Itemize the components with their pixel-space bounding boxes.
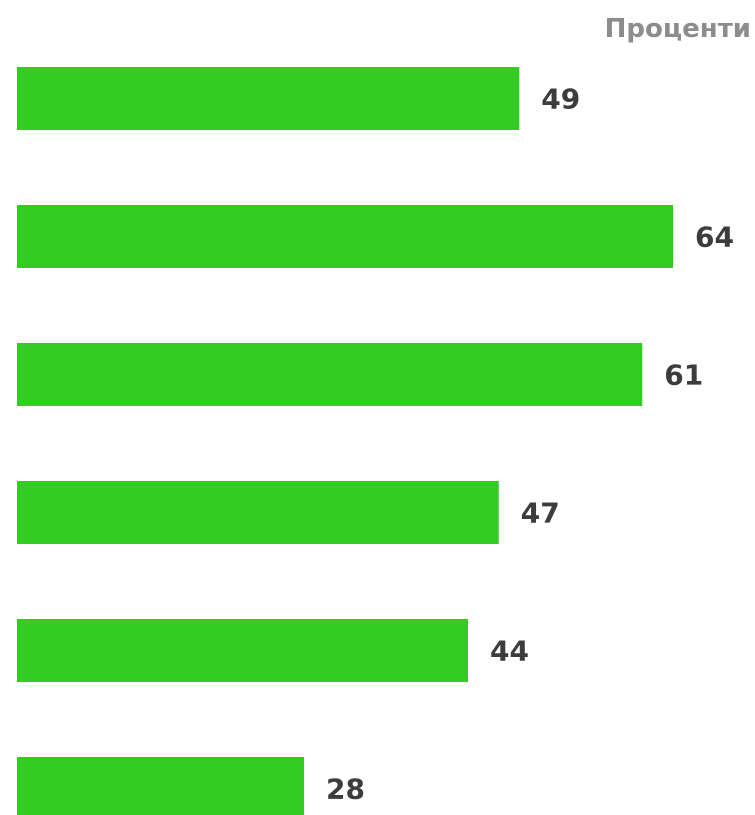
value-label-5: 44 — [490, 635, 529, 668]
unit-label: Проценти — [605, 14, 751, 44]
value-label-3: 61 — [664, 359, 703, 392]
value-label-1: 49 — [541, 83, 580, 116]
value-labels-group: 49 64 61 47 44 28 — [326, 83, 734, 806]
bar-2 — [17, 205, 673, 268]
bar-6 — [17, 757, 304, 815]
value-label-2: 64 — [695, 221, 734, 254]
bar-1 — [17, 67, 520, 130]
bar-3 — [17, 343, 643, 406]
value-label-6: 28 — [326, 773, 365, 806]
value-label-4: 47 — [521, 497, 560, 530]
bars-group — [17, 67, 673, 815]
bar-4 — [17, 481, 499, 544]
bar-5 — [17, 619, 468, 682]
